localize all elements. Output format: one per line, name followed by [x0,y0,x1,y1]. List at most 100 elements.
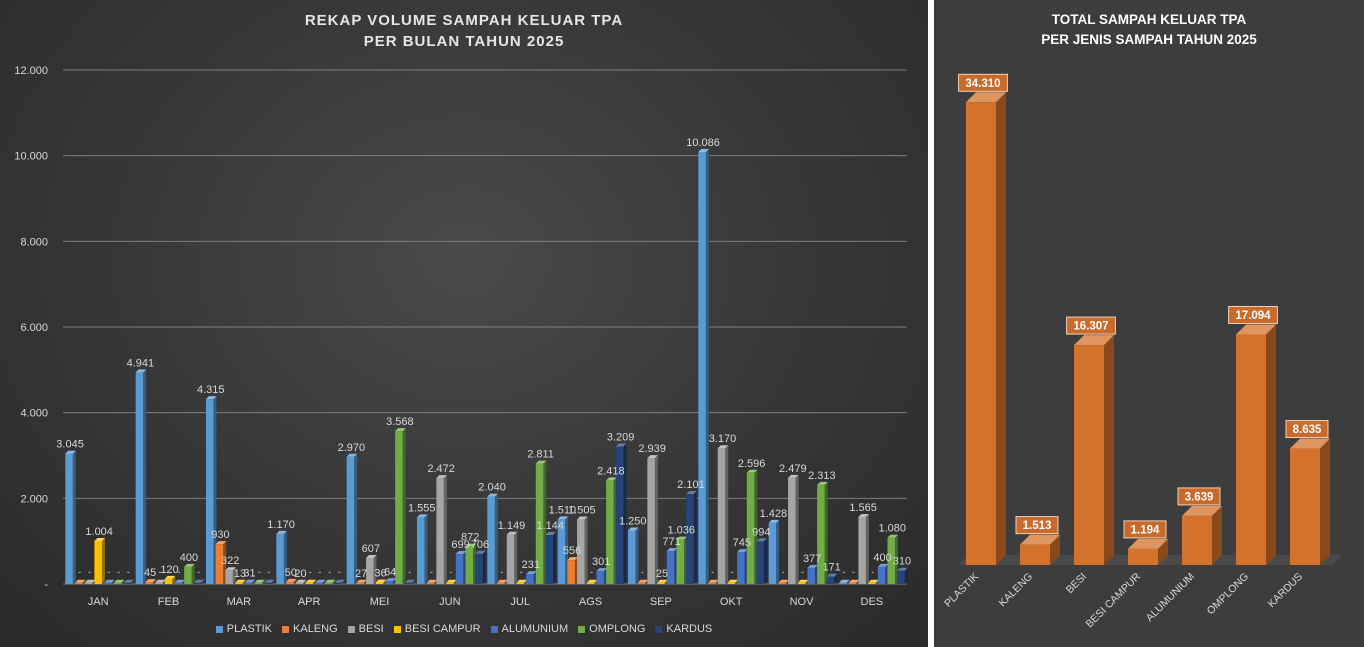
bar-besi-ags [577,516,588,584]
data-label: 377 [803,553,821,565]
bar-top [666,547,678,551]
bar-top [737,549,748,553]
bar-side [143,369,147,584]
legend-label: KALENG [293,623,338,635]
bar-kaleng-des [848,579,860,584]
bar-top [506,531,518,535]
bar-top [305,579,316,583]
bar-top [768,519,780,523]
legend-swatch [215,625,223,633]
legend-label: BESI CAMPUR [404,623,481,635]
bar-alumunium-jun [455,551,467,584]
bar-front [366,558,374,584]
bar-besi-campur-ags [586,579,598,584]
y-tick-label: 4.000 [20,408,48,420]
bar-side [271,579,275,584]
bar-besi-mar [225,567,236,584]
legend-item-plastik: PLASTIK [215,623,272,635]
data-label: 556 [563,545,581,557]
bar-front [225,570,233,584]
bar-side [1266,324,1276,565]
bar-besi: 16.307 [1066,316,1116,565]
bar-front [184,566,192,584]
bar-side [213,396,217,584]
bar-front [1074,345,1104,565]
bar-top [84,579,96,583]
data-label: 1.513 [1023,520,1052,532]
bar-side [482,550,486,584]
bar-side [402,428,406,584]
data-label: 1.555 [408,502,436,514]
bar-top [647,455,658,459]
bar-side [1158,538,1168,565]
bar-front [966,102,996,565]
data-label: 36 [374,567,386,579]
bar-top [404,579,416,583]
bar-front [647,458,655,584]
bar-front [205,399,214,584]
data-label: 25 [656,568,668,580]
bar-front [324,582,333,584]
bar-kaleng-jul [497,579,508,584]
bar-front [264,582,272,584]
bar-front [1020,544,1050,565]
bar-front [286,581,294,584]
bar-plastik-mar [205,396,217,584]
bar-side [383,579,387,584]
data-label: 2.472 [427,463,455,475]
bar-front [295,582,304,584]
bar-top [567,557,578,561]
data-label: - [338,567,341,577]
bar-plastik-jul [487,493,498,584]
bar-kardus-mar [264,579,275,584]
bar-front [596,571,604,584]
data-label: 120 [160,564,178,576]
bar-top [535,460,547,464]
bar-front [75,582,83,584]
data-label: 706 [471,539,489,551]
data-label: 3.045 [56,439,84,451]
bar-top [446,579,457,583]
bar-top [606,477,617,481]
bar-top [436,475,447,479]
bar-top [416,514,428,518]
x-tick-label-sep: SEP [650,596,672,608]
bar-side [424,514,428,584]
data-label: 2.479 [779,463,807,475]
data-label: 1.036 [667,525,695,537]
bar-top [426,579,438,583]
data-label: 1.004 [85,526,113,538]
bar-front [94,540,102,584]
bar-besi-campur-mar [235,579,246,584]
bar-front [65,453,73,584]
bar-front [516,582,524,584]
legend-swatch [578,625,586,633]
data-label-box [1123,520,1167,539]
bar-side [654,455,658,584]
bar-top [264,579,275,583]
bar-top [717,445,729,449]
bar-top [135,369,147,373]
bar-side [111,579,115,584]
bar-plastik: 34.310 [958,73,1008,565]
bar-kaleng-ags [567,557,578,584]
data-label: 20 [294,568,306,580]
bar-side [412,579,416,584]
bar-besi-campur-sep [657,579,668,584]
bar-top [164,575,176,579]
bar-top [516,579,527,583]
data-label: - [449,567,452,577]
bar-kaleng-nov [778,579,789,584]
bar-top [1128,538,1168,549]
data-label: - [590,567,593,577]
bar-top [826,573,838,577]
bar-kardus-jan [123,579,135,584]
data-label: - [500,567,503,577]
bar-front [385,581,393,584]
bar-top [334,579,346,583]
data-label: 1.510 [549,504,577,516]
bar-front [627,530,636,584]
bar-top [887,534,898,538]
x-tick-label-jun: JUN [439,596,460,608]
bar-top [676,536,687,540]
